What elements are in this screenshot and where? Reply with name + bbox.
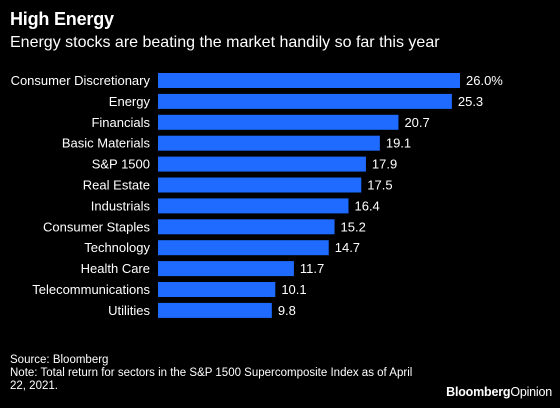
bar: [158, 177, 362, 193]
bar: [158, 240, 329, 256]
bar: [158, 156, 366, 172]
value-label: 10.1: [281, 282, 306, 297]
category-label: Consumer Staples: [43, 219, 150, 234]
value-label: 14.7: [335, 240, 360, 255]
value-label: 25.3: [458, 94, 483, 109]
footnote: Note: Total return for sectors in the S&…: [10, 367, 413, 392]
bar: [158, 302, 272, 318]
value-label: 16.4: [354, 198, 379, 213]
category-label: Telecommunications: [32, 282, 150, 297]
bar-chart: Consumer Discretionary 26.0% Energy 25.3 Fin…: [11, 73, 503, 318]
category-label: Industrials: [91, 198, 151, 213]
category-label: Financials: [91, 115, 150, 130]
value-label: 17.5: [367, 178, 392, 193]
bar: [158, 135, 380, 151]
bar: [158, 93, 452, 109]
brand-secondary: Opinion: [510, 385, 552, 399]
value-label: 9.8: [278, 303, 296, 318]
category-label: Consumer Discretionary: [11, 73, 151, 88]
value-label: 20.7: [404, 115, 429, 130]
category-label: Technology: [84, 240, 150, 255]
bar: [158, 114, 399, 130]
bar: [158, 73, 460, 88]
category-label: S&P 1500: [92, 157, 150, 172]
value-label: 11.7: [300, 261, 324, 276]
source-note: Source: Bloomberg: [10, 354, 109, 366]
category-label: Health Care: [81, 261, 150, 276]
category-label: Real Estate: [83, 178, 150, 193]
category-label: Utilities: [108, 303, 150, 318]
value-label: 17.9: [372, 157, 397, 172]
category-label: Basic Materials: [62, 136, 151, 151]
brand-primary: Bloomberg: [446, 385, 511, 399]
bar: [158, 282, 276, 297]
category-label: Energy: [109, 94, 151, 109]
value-label: 26.0%: [466, 73, 503, 88]
bar: [158, 198, 349, 214]
brand-logo: BloombergOpinion: [446, 385, 552, 399]
chart-notes: Source: Bloomberg Note: Total return for…: [10, 354, 430, 393]
bar: [158, 261, 294, 277]
chart-subtitle: Energy stocks are beating the market han…: [10, 34, 440, 51]
chart-title: High Energy: [10, 9, 114, 29]
bar: [158, 219, 335, 235]
value-label: 19.1: [386, 136, 411, 151]
value-label: 15.2: [341, 219, 366, 234]
